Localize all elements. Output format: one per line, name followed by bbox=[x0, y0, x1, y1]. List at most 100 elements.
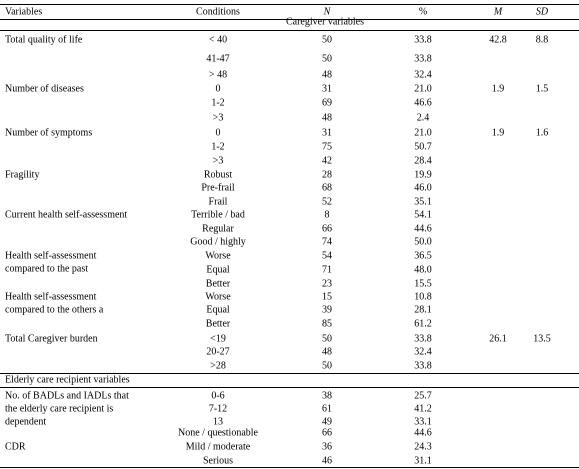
cell-pct: 54.1 bbox=[414, 209, 432, 221]
cell-n: 66 bbox=[322, 223, 332, 235]
rule bbox=[0, 19, 579, 20]
variable-label: Health self-assessment compared to the o… bbox=[5, 291, 104, 316]
cell-condition: Worse bbox=[205, 250, 231, 262]
cell-n: 61 bbox=[322, 403, 332, 415]
cell-condition: Regular bbox=[202, 223, 234, 235]
cell-pct: 25.7 bbox=[414, 390, 432, 402]
cell-pct: 33.8 bbox=[414, 53, 432, 65]
cell-condition: >3 bbox=[212, 155, 224, 167]
header-cell: M bbox=[493, 6, 503, 18]
cell-n: 31 bbox=[322, 127, 332, 139]
cell-condition: < 40 bbox=[208, 34, 228, 46]
cell-n: 50 bbox=[322, 34, 332, 46]
rule bbox=[0, 30, 579, 31]
cell-pct: 19.9 bbox=[414, 169, 432, 181]
cell-pct: 36.5 bbox=[414, 250, 432, 262]
cell-condition: Serious bbox=[203, 455, 233, 467]
cell-condition: > 48 bbox=[208, 69, 228, 81]
rule bbox=[0, 467, 579, 468]
variable-label: Total quality of life bbox=[5, 34, 83, 46]
cell-n: 71 bbox=[322, 264, 332, 276]
cell-n: 28 bbox=[322, 169, 332, 181]
section-title: Elderly care recipient variables bbox=[5, 374, 130, 386]
cell-pct: 46.0 bbox=[414, 182, 432, 194]
variable-label: Number of symptoms bbox=[5, 127, 93, 139]
cell-pct: 33.8 bbox=[414, 360, 432, 372]
cell-n: 48 bbox=[322, 69, 332, 81]
header-cell: N bbox=[323, 6, 331, 18]
cell-pct: 21.0 bbox=[414, 127, 432, 139]
cell-sd: 13.5 bbox=[533, 333, 551, 345]
cell-n: 69 bbox=[322, 97, 332, 109]
cell-pct: 50.0 bbox=[414, 236, 432, 248]
cell-n: 42 bbox=[322, 155, 332, 167]
cell-pct: 61.2 bbox=[414, 318, 432, 330]
variable-label: Fragility bbox=[5, 169, 40, 181]
cell-pct: 28.1 bbox=[414, 304, 432, 316]
cell-pct: 44.6 bbox=[414, 223, 432, 235]
rule bbox=[0, 4, 579, 5]
cell-n: 74 bbox=[322, 236, 332, 248]
variable-label: No. of BADLs and IADLs that the elderly … bbox=[5, 390, 129, 428]
cell-condition: 0 bbox=[215, 127, 221, 139]
cell-pct: 10.8 bbox=[414, 291, 432, 303]
variable-label: CDR bbox=[5, 441, 26, 453]
header-cell: Variables bbox=[5, 6, 43, 18]
cell-n: 50 bbox=[322, 53, 332, 65]
variable-label: Total Caregiver burden bbox=[5, 333, 98, 345]
cell-n: 75 bbox=[322, 141, 332, 153]
cell-condition: Pre-frail bbox=[201, 182, 235, 194]
variable-label: Health self-assessment compared to the p… bbox=[5, 250, 97, 275]
cell-pct: 35.1 bbox=[414, 196, 432, 208]
cell-sd: 1.5 bbox=[535, 83, 549, 95]
cell-n: 68 bbox=[322, 182, 332, 194]
cell-m: 1.9 bbox=[491, 83, 505, 95]
cell-pct: 44.6 bbox=[414, 427, 432, 439]
cell-condition: Mild / moderate bbox=[185, 441, 251, 453]
cell-pct: 33.8 bbox=[414, 333, 432, 345]
cell-condition: Frail bbox=[208, 196, 228, 208]
cell-condition: 41-47 bbox=[206, 53, 230, 65]
cell-pct: 33.1 bbox=[414, 416, 432, 428]
cell-n: 15 bbox=[322, 291, 332, 303]
cell-condition: Better bbox=[205, 318, 231, 330]
cell-m: 26.1 bbox=[489, 333, 507, 345]
cell-n: 48 bbox=[322, 112, 332, 124]
cell-pct: 41.2 bbox=[414, 403, 432, 415]
cell-pct: 2.4 bbox=[416, 112, 430, 124]
section-title: Caregiver variables bbox=[285, 16, 365, 28]
cell-n: 23 bbox=[322, 278, 332, 290]
header-cell: % bbox=[418, 6, 428, 18]
cell-m: 1.9 bbox=[491, 127, 505, 139]
cell-condition: 7-12 bbox=[208, 403, 228, 415]
cell-m: 42.8 bbox=[489, 34, 507, 46]
cell-n: 38 bbox=[322, 390, 332, 402]
cell-condition: Better bbox=[205, 278, 231, 290]
cell-condition: 20-27 bbox=[206, 346, 230, 358]
cell-condition: Robust bbox=[203, 169, 233, 181]
cell-sd: 8.8 bbox=[535, 34, 549, 46]
variable-label: Number of diseases bbox=[5, 83, 84, 95]
cell-n: 52 bbox=[322, 196, 332, 208]
cell-condition: >28 bbox=[210, 360, 226, 372]
cell-pct: 48.0 bbox=[414, 264, 432, 276]
cell-n: 46 bbox=[322, 455, 332, 467]
cell-condition: Terrible / bad bbox=[191, 209, 245, 221]
cell-n: 49 bbox=[322, 416, 332, 428]
cell-condition: 13 bbox=[213, 416, 223, 428]
cell-condition: None / questionable bbox=[178, 427, 258, 439]
cell-pct: 50.7 bbox=[414, 141, 432, 153]
cell-n: 50 bbox=[322, 333, 332, 345]
cell-condition: Equal bbox=[206, 264, 230, 276]
cell-condition: Good / highly bbox=[190, 236, 246, 248]
cell-n: 8 bbox=[324, 209, 330, 221]
cell-n: 50 bbox=[322, 360, 332, 372]
cell-condition: Equal bbox=[206, 304, 230, 316]
cell-condition: >3 bbox=[212, 112, 224, 124]
rule bbox=[0, 387, 579, 388]
cell-sd: 1.6 bbox=[535, 127, 549, 139]
cell-condition: <19 bbox=[210, 333, 226, 345]
cell-pct: 24.3 bbox=[414, 441, 432, 453]
cell-pct: 33.8 bbox=[414, 34, 432, 46]
cell-n: 39 bbox=[322, 304, 332, 316]
